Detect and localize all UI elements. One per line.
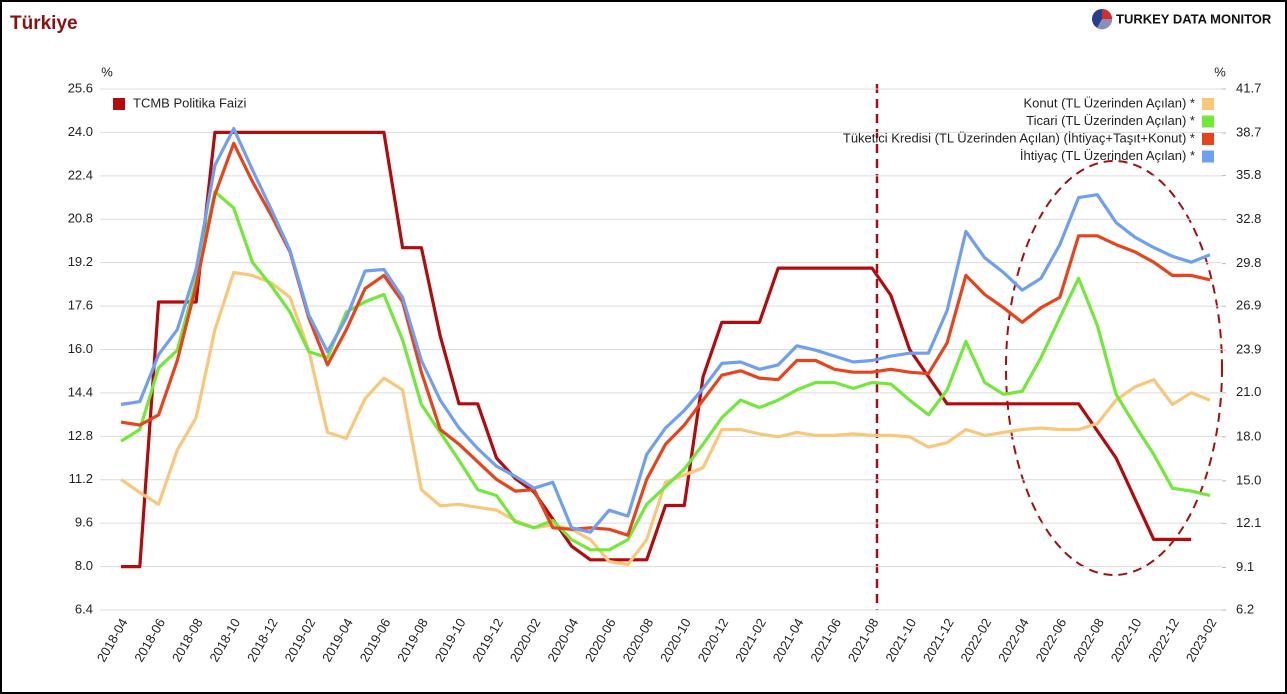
y2-tick-label: 9.1 <box>1236 559 1254 574</box>
y2-tick-label: 41.7 <box>1236 80 1261 95</box>
series-line <box>120 270 1211 567</box>
y2-tick-label: 6.2 <box>1236 601 1254 616</box>
y-tick-label: 6.4 <box>75 601 93 616</box>
y2-tick-label: 26.9 <box>1236 298 1261 313</box>
series-line <box>121 130 1192 569</box>
y-tick-label: 22.4 <box>68 167 93 182</box>
legend-label: İhtiyaç (TL Üzerinden Açılan) * <box>1020 148 1195 163</box>
highlight-ellipse <box>1005 160 1223 576</box>
y2-tick-label: 35.8 <box>1236 167 1261 182</box>
y-tick-label: 16.0 <box>68 341 93 356</box>
chart-title: Türkiye <box>10 13 78 34</box>
y2-tick-label: 18.0 <box>1236 428 1261 443</box>
y-tick-label: 20.8 <box>68 211 93 226</box>
y-tick-label: 17.6 <box>68 298 93 313</box>
legend-label: Tüketici Kredisi (TL Üzerinden Açılan) (… <box>843 130 1195 145</box>
y-tick-label: 24.0 <box>68 124 93 139</box>
y2-tick-label: 15.0 <box>1236 472 1261 487</box>
y-tick-label: 11.2 <box>69 471 93 486</box>
legend-label: Konut (TL Üzerinden Açılan) * <box>1024 95 1196 110</box>
y-axis-label: % <box>101 64 113 79</box>
y-tick-label: 8.0 <box>75 558 93 573</box>
series-line <box>120 127 1211 534</box>
y2-tick-label: 32.8 <box>1236 211 1261 226</box>
y-tick-label: 12.8 <box>68 428 93 443</box>
y2-tick-label: 23.9 <box>1236 342 1261 357</box>
logo-icon <box>1092 9 1113 30</box>
legend-swatch <box>1202 150 1214 163</box>
y2-tick-label: 12.1 <box>1236 515 1261 530</box>
y2-tick-label: 29.8 <box>1236 255 1261 270</box>
series-line <box>120 190 1211 552</box>
legend-label: Ticari (TL Üzerinden Açılan) * <box>1026 113 1195 128</box>
y-tick-label: 14.4 <box>68 384 93 399</box>
y2-tick-label: 21.0 <box>1236 384 1261 399</box>
legend-swatch <box>113 98 125 110</box>
y-tick-label: 19.2 <box>68 254 93 269</box>
legend-swatch <box>1202 98 1214 110</box>
y2-axis-label: % <box>1214 64 1226 79</box>
legend-swatch <box>1202 115 1214 128</box>
y-tick-label: 25.6 <box>68 80 93 95</box>
source-logo: TURKEY DATA MONITOR <box>1116 11 1272 26</box>
y-tick-label: 9.6 <box>75 515 93 530</box>
legend-label: TCMB Politika Faizi <box>133 95 247 110</box>
legend-swatch <box>1202 133 1214 145</box>
y2-tick-label: 38.7 <box>1236 124 1261 139</box>
